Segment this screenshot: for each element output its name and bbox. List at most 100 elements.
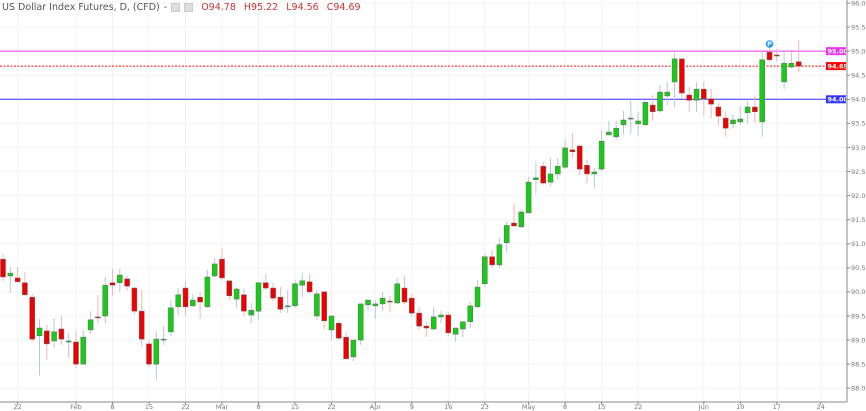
candle-body [365, 299, 371, 306]
candle-up [372, 300, 379, 319]
candle-down [569, 133, 576, 159]
candle-down [774, 48, 780, 62]
candle-up [730, 114, 736, 129]
candle-down [701, 81, 707, 116]
candle-up [671, 53, 678, 108]
candle-down [22, 272, 28, 296]
candle-body [584, 165, 590, 175]
candle-body [525, 181, 532, 214]
time-label: 22 [13, 403, 21, 411]
candle-down [576, 145, 583, 175]
time-label: 22 [181, 403, 189, 411]
candle-body [44, 330, 50, 345]
candle-down [387, 295, 393, 313]
time-label: 15 [597, 403, 605, 411]
grid [0, 0, 847, 402]
candle-up [36, 318, 43, 376]
price-label: 88.00 [851, 385, 866, 393]
candle-body [350, 339, 357, 358]
candle-body [409, 297, 415, 314]
price-label: 88.50 [851, 360, 866, 368]
open-value: O94.78 [201, 2, 236, 13]
candle-body [284, 305, 291, 308]
candle-up [642, 101, 649, 126]
candle-up [211, 258, 218, 278]
candle-body [722, 117, 729, 129]
price-label: 96.00 [851, 0, 866, 7]
high-value: H95.22 [243, 2, 279, 13]
candle-body [336, 322, 342, 339]
time-label: 10 [736, 403, 744, 411]
candle-down [182, 281, 189, 316]
candle-down [241, 289, 247, 316]
candle-body [518, 211, 525, 228]
candle-up [80, 329, 87, 365]
candle-body [182, 287, 189, 308]
candle-down [511, 203, 517, 227]
candle-body [788, 62, 795, 68]
candle-down [795, 40, 802, 73]
candle-body [160, 338, 167, 341]
candle-body [730, 119, 736, 125]
price-label: 94.50 [851, 72, 866, 80]
time-label: May [522, 403, 536, 411]
candle-down [540, 161, 546, 186]
candle-up [190, 293, 196, 307]
candle-body [569, 149, 576, 153]
candle-down [270, 282, 276, 302]
candle-up [467, 302, 473, 329]
candle-body [73, 341, 79, 365]
candle-body [752, 106, 758, 113]
candle-down [321, 290, 327, 329]
candle-body [438, 314, 444, 318]
candle-body [270, 287, 276, 299]
candle-body [657, 91, 663, 112]
candle-body [117, 274, 123, 284]
candle-up [562, 139, 568, 170]
candle-body [613, 127, 619, 138]
candle-body [774, 54, 780, 57]
candle-down [715, 103, 722, 126]
candle-up [175, 288, 181, 316]
candle-up [788, 52, 795, 69]
price-label: 90.00 [851, 288, 866, 296]
candle-body [219, 258, 225, 279]
candle-body [0, 258, 6, 278]
candle-up [438, 311, 444, 324]
candle-body [299, 280, 306, 286]
candle-body [795, 61, 802, 67]
candle-up [314, 289, 320, 320]
flag-p-icon [765, 40, 774, 48]
time-label: 8 [110, 403, 114, 411]
candle-up [555, 158, 561, 180]
symbol-title[interactable]: US Dollar Index Futures, D, (CFD) [2, 2, 160, 13]
candle-body [226, 280, 233, 297]
candle-down [343, 332, 349, 360]
candle-up [657, 84, 663, 113]
candle-body [233, 288, 240, 300]
candle-up [693, 81, 700, 112]
candle-body [547, 173, 554, 183]
candle-down [124, 276, 130, 290]
candle-down [649, 94, 656, 121]
candle-up [328, 315, 335, 341]
candle-body [423, 325, 430, 329]
candle-down [679, 58, 685, 98]
candle-body [204, 276, 211, 308]
candle-up [350, 339, 357, 362]
candle-body [482, 256, 488, 284]
time-label: Feb [70, 403, 82, 411]
legend-dash: - [163, 2, 168, 13]
time-label: Mar [216, 403, 229, 411]
candle-body [95, 316, 101, 319]
close-icon[interactable] [184, 3, 194, 12]
candle-up [503, 221, 510, 253]
candle-up [496, 237, 503, 268]
settings-icon[interactable] [171, 3, 181, 12]
candle-body [255, 282, 262, 312]
candle-up [664, 81, 671, 106]
candle-body [496, 244, 503, 266]
candle-up [204, 269, 211, 308]
candle-down [138, 289, 145, 347]
